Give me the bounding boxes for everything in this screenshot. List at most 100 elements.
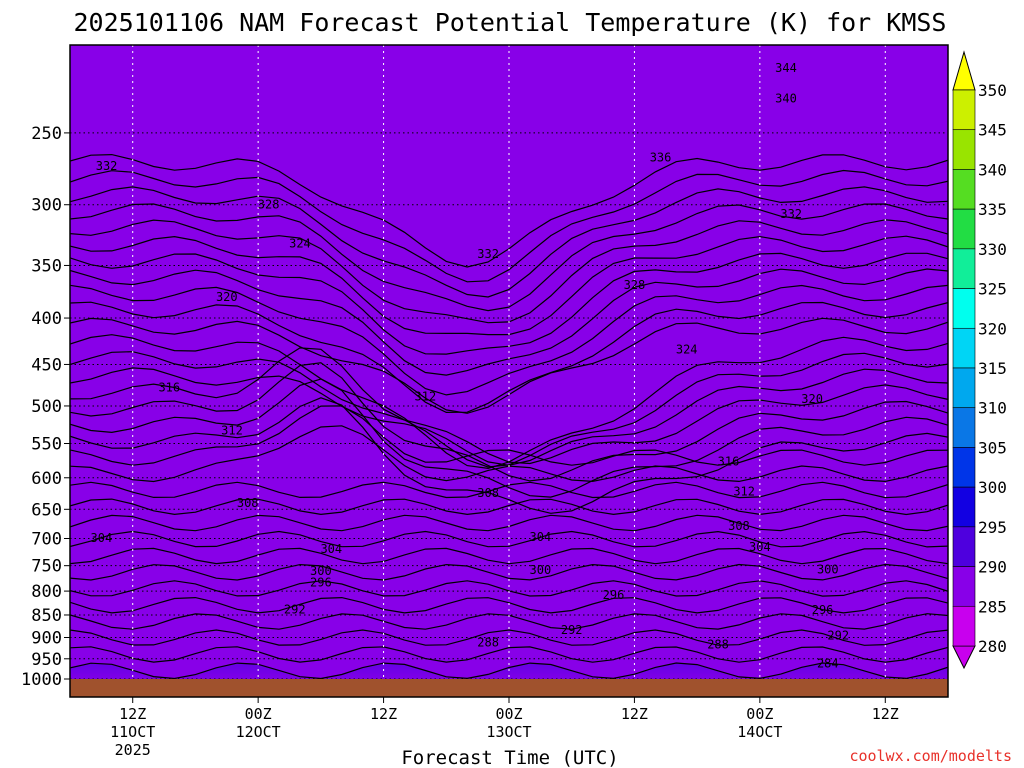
contour-label: 300 — [310, 564, 332, 578]
y-tick-label: 1000 — [21, 670, 62, 690]
contour-label: 308 — [477, 486, 499, 500]
colorbar-label: 350 — [978, 81, 1007, 100]
y-tick-label: 750 — [31, 557, 62, 577]
contour-label: 296 — [310, 576, 332, 590]
contour-label: 292 — [284, 602, 306, 616]
contour-labels: 344 340 336 332 332 332 328 328 324 324 320 320 316 3… — [91, 61, 850, 671]
x-tick-label: 13OCT — [486, 723, 531, 741]
contour-label: 304 — [320, 542, 342, 556]
contour-label: 300 — [817, 562, 839, 576]
contour-label: 296 — [603, 588, 625, 602]
contour-label: 340 — [775, 91, 797, 105]
x-tick-label: 00Z — [746, 705, 773, 723]
colorbar-segment — [952, 486, 976, 528]
colorbar-top-arrow — [952, 50, 976, 91]
contour-label: 312 — [733, 484, 755, 498]
filled-contour-bands — [70, 45, 948, 679]
colorbar-bottom-arrow — [952, 645, 976, 670]
plot-area: 344 340 336 332 332 332 328 328 324 324 320 320 316 3… — [70, 45, 948, 697]
colorbar-segment — [952, 605, 976, 647]
contour-label: 328 — [258, 198, 280, 212]
colorbar-label: 285 — [978, 597, 1007, 616]
contour-line — [70, 378, 948, 498]
contour-line — [70, 284, 948, 396]
contour-line — [70, 362, 948, 482]
colorbar-label: 280 — [978, 637, 1007, 656]
contour-label: 320 — [216, 290, 238, 304]
colorbar-label: 345 — [978, 121, 1007, 140]
x-tick-label: 12Z — [119, 705, 146, 723]
contour-line — [70, 596, 948, 614]
contour-lines — [70, 153, 948, 680]
y-tick-label: 250 — [31, 124, 62, 144]
grid-lines — [70, 45, 948, 697]
contour-line — [70, 629, 948, 646]
x-tick-label: 00Z — [495, 705, 522, 723]
colorbar-segment — [952, 447, 976, 488]
y-tick-label: 300 — [31, 196, 62, 216]
contour-label: 312 — [221, 423, 243, 437]
contour-label: 300 — [530, 563, 552, 577]
ground-strip — [70, 679, 948, 697]
colorbar-label: 305 — [978, 438, 1007, 457]
x-tick-label: 12Z — [370, 705, 397, 723]
contour-label: 324 — [676, 342, 698, 356]
contour-label: 288 — [477, 635, 499, 649]
colorbar-label: 315 — [978, 359, 1007, 378]
contour-line — [70, 301, 948, 414]
chart-title: 2025101106 NAM Forecast Potential Temper… — [74, 8, 947, 37]
colorbar-segment — [952, 89, 976, 131]
contour-line — [70, 646, 948, 663]
x-tick-label: 12Z — [621, 705, 648, 723]
contour-label: 344 — [775, 61, 797, 75]
contour-label: 304 — [530, 530, 552, 544]
colorbar-label: 310 — [978, 399, 1007, 418]
y-tick-label: 400 — [31, 309, 62, 329]
contour-line — [70, 563, 948, 581]
colorbar-segment — [952, 208, 976, 250]
y-tick-label: 600 — [31, 469, 62, 489]
contour-line — [70, 169, 948, 283]
colorbar-label: 290 — [978, 558, 1007, 577]
y-axis-ticks: 2503003504004505005506006507007508008509… — [21, 124, 70, 690]
contour-label: 320 — [801, 392, 823, 406]
contour-label: 312 — [415, 389, 437, 403]
contour-label: 324 — [289, 236, 311, 250]
contour-label: 316 — [158, 380, 180, 394]
contour-label: 304 — [91, 531, 113, 545]
y-tick-label: 850 — [31, 606, 62, 626]
contour-line — [70, 405, 948, 466]
colorbar-label: 330 — [978, 240, 1007, 259]
contour-line — [70, 530, 948, 548]
x-tick-label: 11OCT — [110, 723, 155, 741]
contour-label: 288 — [707, 637, 729, 651]
colorbar-label: 295 — [978, 518, 1007, 537]
y-tick-label: 500 — [31, 397, 62, 417]
contour-label: 332 — [780, 207, 802, 221]
contour-line — [70, 662, 948, 680]
contour-label: 328 — [624, 278, 646, 292]
y-tick-label: 450 — [31, 355, 62, 375]
y-tick-label: 650 — [31, 500, 62, 520]
colorbar-segment — [952, 566, 976, 607]
contour-label: 308 — [728, 519, 750, 533]
contour-line — [70, 498, 948, 516]
fill-band — [70, 45, 948, 679]
contour-line — [70, 547, 948, 565]
contour-label: 304 — [749, 540, 771, 554]
colorbar-label: 340 — [978, 160, 1007, 179]
contour-line — [70, 153, 948, 268]
contour-label: 316 — [718, 455, 740, 469]
colorbar-segment — [952, 367, 976, 409]
colorbar-label: 335 — [978, 200, 1007, 219]
contour-label: 296 — [812, 603, 834, 617]
colorbar-segment — [952, 129, 976, 170]
contour-line — [70, 186, 948, 298]
y-tick-label: 800 — [31, 582, 62, 602]
y-tick-label: 950 — [31, 650, 62, 670]
contour-label: 308 — [237, 496, 259, 510]
colorbar-segment — [952, 327, 976, 369]
colorbar: 350 345 340 335 330 325 320 315 310 305 300 295 290 2… — [952, 50, 1007, 670]
contour-line — [70, 580, 948, 597]
